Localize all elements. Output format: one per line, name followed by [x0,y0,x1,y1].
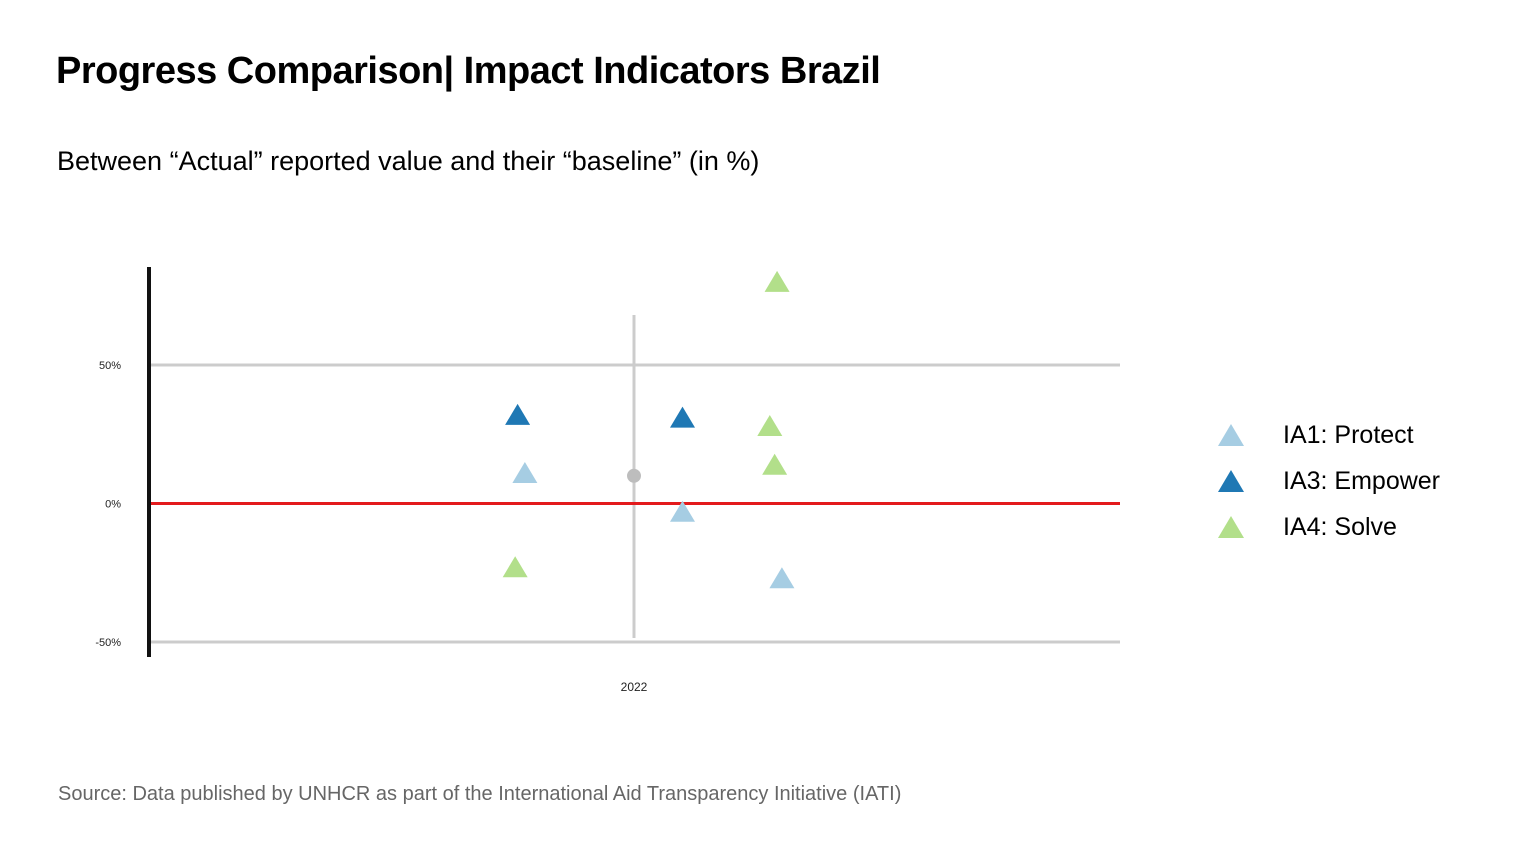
x-tick-label: 2022 [621,680,648,694]
y-tick-label: 0% [105,499,121,511]
data-point-ia1 [670,500,695,522]
data-point-ia3 [505,403,531,425]
source-note: Source: Data published by UNHCR as part … [58,783,902,805]
legend-item-ia3: IA3: Empower [1216,458,1440,504]
chart-title: Progress Comparison| Impact Indicators B… [56,50,881,92]
legend-item-ia4: IA4: Solve [1216,504,1440,550]
legend-item-ia1: IA1: Protect [1216,412,1440,458]
chart-legend: IA1: Protect IA3: Empower IA4: Solve [1216,412,1440,550]
data-point-ia4 [764,270,790,292]
y-tick-label: 50% [99,360,121,372]
data-point-ia1 [512,462,538,484]
triangle-icon [1218,424,1244,446]
data-point-ia4 [762,453,788,475]
data-point-ia3 [670,406,695,428]
legend-label: IA1: Protect [1283,420,1414,449]
legend-label: IA4: Solve [1283,512,1397,541]
center-marker [627,468,641,483]
triangle-icon [1218,470,1244,492]
triangle-icon [1218,516,1244,538]
data-point-ia4 [502,556,528,578]
legend-label: IA3: Empower [1283,466,1441,495]
data-point-ia1 [769,567,795,589]
y-tick-label: -50% [95,637,121,649]
data-point-ia4 [757,414,783,436]
chart-subtitle: Between “Actual” reported value and thei… [57,146,760,176]
